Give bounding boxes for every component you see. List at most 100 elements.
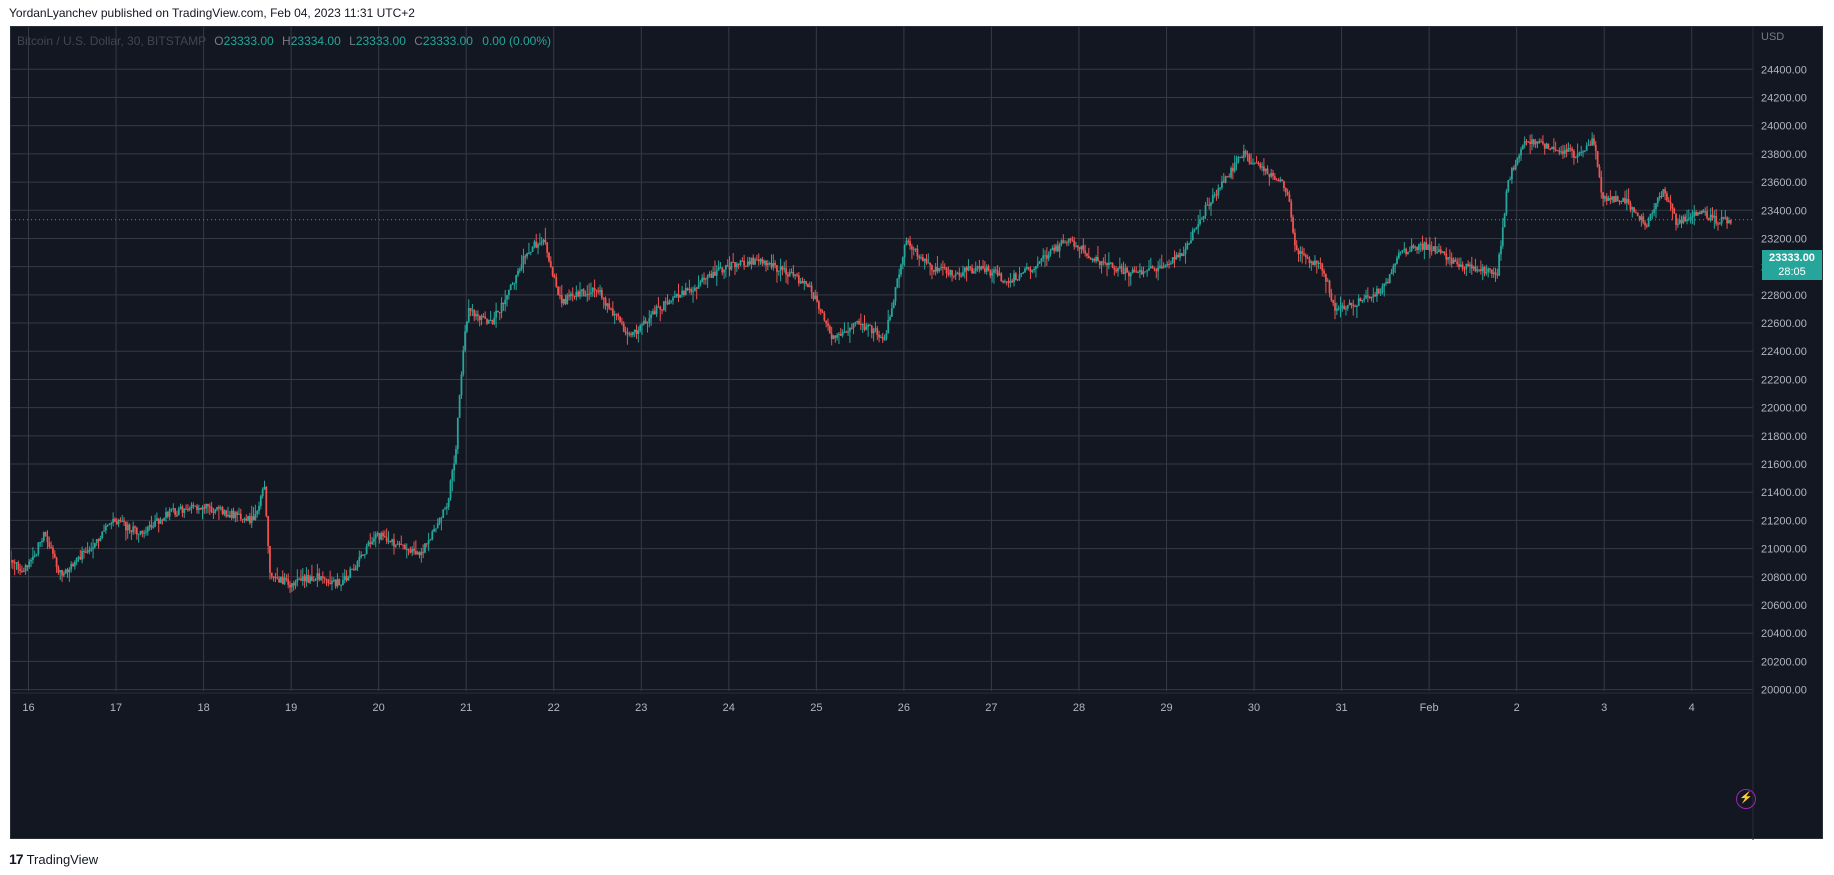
tradingview-logo-icon[interactable]: 17 <box>9 851 24 867</box>
candle-down <box>721 267 724 273</box>
candle-down <box>595 289 598 292</box>
candle-down <box>1027 267 1030 270</box>
candle-up <box>533 241 536 247</box>
candle-down <box>218 507 220 509</box>
candle-down <box>792 272 795 276</box>
candle-up <box>880 336 882 338</box>
candle-up <box>920 257 922 259</box>
candle-up <box>30 560 32 562</box>
candle-up <box>1149 266 1152 269</box>
candle-down <box>274 576 277 578</box>
candle-down <box>1277 180 1280 182</box>
candle-up <box>163 517 166 521</box>
candle-up <box>1511 167 1513 180</box>
candle-up <box>467 308 470 322</box>
candle-up <box>1507 179 1510 192</box>
candle-down <box>1532 139 1535 145</box>
candle-up <box>887 319 890 334</box>
candle-down <box>334 580 337 587</box>
candle-down <box>272 576 275 578</box>
candle-up <box>1188 243 1191 245</box>
candle-down <box>978 266 981 270</box>
y-tick-label: 24200.00 <box>1761 92 1807 104</box>
candle-down <box>72 563 74 567</box>
candle-up <box>1520 149 1522 156</box>
candle-down <box>524 256 527 258</box>
candle-down <box>17 562 20 570</box>
candle-down <box>46 535 49 543</box>
candle-up <box>458 395 461 418</box>
candle-down <box>135 527 138 535</box>
candle-down <box>683 290 685 295</box>
candle-down <box>398 543 401 545</box>
candle-down <box>1014 273 1017 281</box>
candle-up <box>898 274 901 279</box>
y-tick-label: 22200.00 <box>1761 374 1807 386</box>
candle-up <box>504 299 507 305</box>
candle-up <box>132 526 135 533</box>
candle-down <box>414 550 417 555</box>
candle-up <box>1124 267 1127 274</box>
candle-down <box>1636 212 1639 216</box>
price-chart[interactable]: 20000.00 20200.00 20400.00 20600.00 20800.00… <box>11 27 1824 840</box>
candle-up <box>1175 254 1178 260</box>
candle-up <box>1388 274 1391 284</box>
candle-down <box>1290 201 1293 218</box>
candle-up <box>662 301 665 310</box>
candle-down <box>1463 268 1466 270</box>
candle-down <box>573 295 576 297</box>
candle-up <box>739 260 742 265</box>
candle-up <box>1202 215 1205 219</box>
candle-up <box>517 270 519 276</box>
candle-down <box>141 530 144 534</box>
candle-down <box>1086 253 1088 256</box>
candle-up <box>1545 143 1548 149</box>
candle-down <box>1722 217 1725 219</box>
candle-up <box>81 550 84 560</box>
candle-down <box>134 526 136 528</box>
candle-down <box>1304 254 1307 258</box>
candle-down <box>1135 271 1138 273</box>
candle-up <box>670 300 673 302</box>
candle-down <box>1620 201 1623 203</box>
candle-down <box>695 287 698 289</box>
y-tick-label: 23400.00 <box>1761 205 1807 217</box>
candle-up <box>1235 161 1238 164</box>
y-tick-label: 20200.00 <box>1761 656 1807 668</box>
candle-up <box>1718 223 1721 225</box>
candle-up <box>305 575 308 582</box>
candle-up <box>1213 194 1216 196</box>
candle-down <box>1323 270 1325 274</box>
candle-down <box>1711 214 1714 218</box>
candle-down <box>1669 202 1672 204</box>
candle-up <box>646 322 649 324</box>
candle-up <box>435 528 437 530</box>
candle-up <box>480 315 483 321</box>
candle-up <box>1162 267 1165 269</box>
x-tick-label: 17 <box>110 702 122 714</box>
candle-down <box>582 289 585 296</box>
candle-down <box>491 319 494 324</box>
candle-down <box>1666 193 1668 201</box>
candle-down <box>369 542 372 544</box>
candle-down <box>210 506 213 512</box>
candle-down <box>812 292 815 300</box>
candle-down <box>186 509 189 511</box>
footer: 17 TradingView <box>9 851 98 867</box>
tradingview-brand[interactable]: TradingView <box>26 851 99 867</box>
candle-down <box>1547 143 1550 149</box>
candle-down <box>863 324 866 330</box>
candle-down <box>785 268 787 275</box>
chart-panel[interactable]: 20000.00 20200.00 20400.00 20600.00 20800.00… <box>10 26 1824 840</box>
candle-up <box>1040 258 1043 262</box>
candle-up <box>754 259 756 265</box>
candle-down <box>1673 208 1676 214</box>
lightning-icon[interactable]: ⚡ <box>1736 789 1756 809</box>
candle-down <box>823 313 826 321</box>
candle-up <box>1020 272 1023 275</box>
candle-down <box>969 266 972 268</box>
candle-down <box>1303 253 1305 255</box>
candle-up <box>1436 252 1439 254</box>
candle-down <box>281 576 284 585</box>
x-tick-label: Feb <box>1420 702 1439 714</box>
